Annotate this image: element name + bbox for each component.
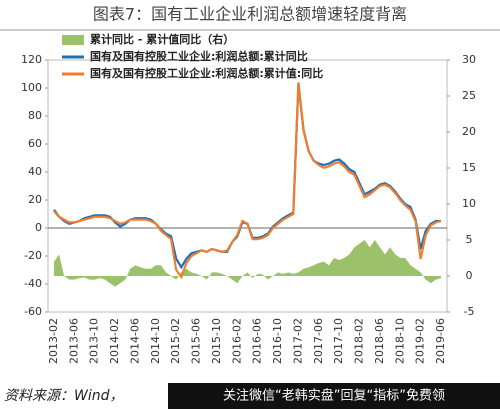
x-tick-label: 2016-02 bbox=[230, 318, 243, 364]
y-tick-label: -60 bbox=[24, 305, 42, 318]
y2-tick-label: 5 bbox=[466, 233, 473, 246]
x-tick-label: 2013-10 bbox=[88, 318, 101, 364]
x-tick-label: 2013-02 bbox=[47, 318, 60, 364]
y-tick-label: 0 bbox=[35, 221, 42, 234]
x-tick-label: 2018-06 bbox=[373, 318, 386, 364]
line bbox=[53, 82, 442, 280]
x-tick-label: 2017-02 bbox=[291, 318, 304, 364]
line bbox=[53, 83, 441, 270]
x-tick-label: 2013-06 bbox=[67, 318, 80, 364]
area bbox=[54, 240, 441, 287]
source: 资料来源：Wind， bbox=[4, 388, 124, 404]
legend-label: 国有及国有控股工业企业:利润总额:累计同比 bbox=[90, 49, 308, 63]
y2-tick-label: 0 bbox=[466, 269, 473, 282]
legend-label: 累计同比 - 累计值同比（右） bbox=[90, 32, 234, 46]
x-tick-label: 2019-02 bbox=[414, 318, 427, 364]
x-tick-label: 2015-10 bbox=[210, 318, 223, 364]
watermark-box bbox=[168, 383, 500, 409]
y-tick-label: 100 bbox=[21, 81, 42, 94]
y2-tick-label: 30 bbox=[462, 53, 476, 66]
y2-tick-label: 25 bbox=[462, 89, 476, 102]
y2-tick-label: 10 bbox=[462, 197, 476, 210]
chart-title: 图表7：国有工业企业利润总额增速轻度背离 bbox=[93, 5, 407, 24]
y2-tick-label: -5 bbox=[464, 305, 475, 318]
y2-tick-label: 15 bbox=[462, 161, 476, 174]
x-tick-label: 2015-06 bbox=[190, 318, 203, 364]
x-tick-label: 2016-06 bbox=[251, 318, 264, 364]
x-tick-label: 2017-10 bbox=[332, 318, 345, 364]
legend-label: 国有及国有控股工业企业:利润总额:累计值:同比 bbox=[90, 66, 323, 80]
x-tick-label: 2015-02 bbox=[169, 318, 182, 364]
x-tick-label: 2019-06 bbox=[434, 318, 447, 364]
x-tick-label: 2014-02 bbox=[108, 318, 121, 364]
watermark: 关注微信“老韩实盘”回复“指标”免费领 bbox=[223, 388, 445, 404]
y-tick-label: -20 bbox=[24, 249, 42, 262]
plot-frame bbox=[47, 59, 448, 313]
y-tick-label: 60 bbox=[28, 137, 42, 150]
y-tick-label: 80 bbox=[28, 109, 42, 122]
x-tick-label: 2018-02 bbox=[353, 318, 366, 364]
x-tick-label: 2014-06 bbox=[128, 318, 141, 364]
legend-swatch bbox=[62, 35, 84, 45]
x-tick-label: 2014-10 bbox=[149, 318, 162, 364]
y-tick-label: 120 bbox=[21, 53, 42, 66]
x-tick-label: 2018-10 bbox=[393, 318, 406, 364]
x-tick-label: 2017-06 bbox=[312, 318, 325, 364]
y-tick-label: 40 bbox=[28, 165, 42, 178]
y2-tick-label: 20 bbox=[462, 125, 476, 138]
y-tick-label: -40 bbox=[24, 277, 42, 290]
y-tick-label: 20 bbox=[28, 193, 42, 206]
x-tick-label: 2016-10 bbox=[271, 318, 284, 364]
